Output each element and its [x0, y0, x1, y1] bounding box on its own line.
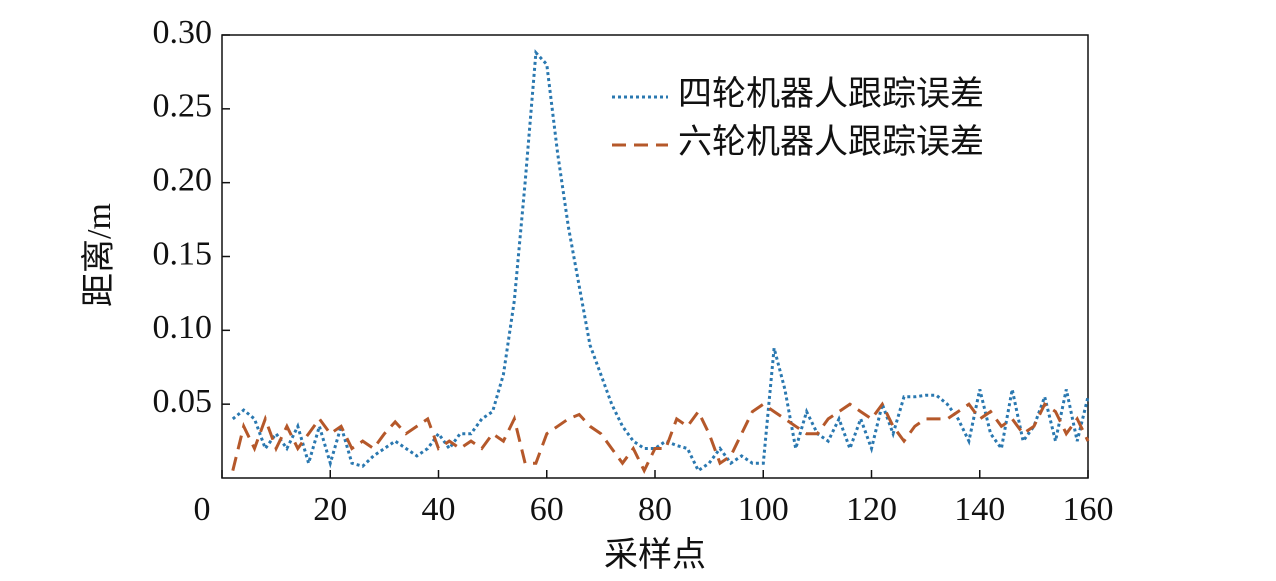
x-axis-label: 采样点	[604, 536, 706, 574]
x-tick-label: 60	[530, 491, 564, 528]
x-tick-label: 140	[954, 491, 1005, 528]
legend-label: 六轮机器人跟踪误差	[678, 123, 984, 161]
series-line	[231, 49, 1090, 473]
y-tick-label: 0.25	[153, 88, 213, 125]
y-tick-label: 0.20	[153, 161, 213, 198]
series-line	[231, 401, 1090, 475]
y-tick-label: 0.10	[153, 309, 213, 346]
y-tick-label: 0.30	[153, 14, 213, 51]
x-tick-label: 100	[738, 491, 789, 528]
x-tick-label: 40	[422, 491, 456, 528]
x-tick-label: 120	[846, 491, 897, 528]
x-tick-label: 0	[194, 491, 211, 528]
y-tick-label: 0.05	[153, 383, 213, 420]
x-tick-label: 20	[313, 491, 347, 528]
legend-label: 四轮机器人跟踪误差	[678, 75, 984, 113]
y-tick-label: 0.15	[153, 235, 213, 272]
x-tick-label: 80	[638, 491, 672, 528]
x-tick-label: 160	[1063, 491, 1114, 528]
y-axis-label: 距离/m	[80, 203, 118, 307]
